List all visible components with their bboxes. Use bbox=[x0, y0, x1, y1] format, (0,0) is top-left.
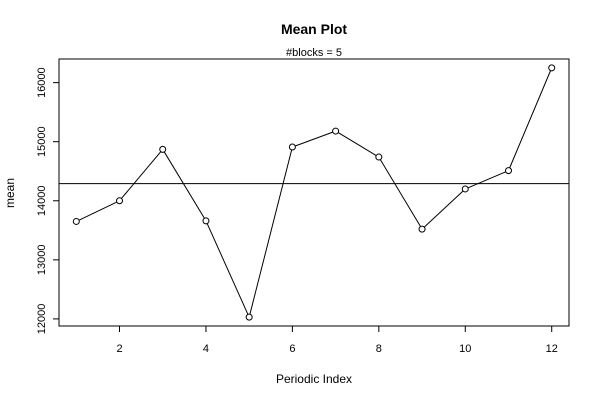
data-point bbox=[72, 217, 80, 225]
series-segment bbox=[163, 151, 205, 219]
y-tick-label: 16000 bbox=[36, 67, 48, 98]
y-tick-label: 15000 bbox=[36, 126, 48, 157]
series-segment bbox=[249, 149, 293, 315]
x-tick-label: 10 bbox=[459, 343, 471, 355]
y-tick-label: 13000 bbox=[36, 245, 48, 276]
data-point bbox=[375, 153, 383, 161]
x-tick-label: 12 bbox=[546, 343, 558, 355]
series-segment bbox=[295, 131, 333, 147]
x-tick-label: 2 bbox=[116, 343, 122, 355]
series-segment bbox=[467, 171, 506, 189]
series-segment bbox=[423, 190, 464, 228]
chart-title: Mean Plot bbox=[281, 21, 347, 37]
x-axis-label: Periodic Index bbox=[276, 372, 352, 386]
data-point bbox=[116, 197, 124, 205]
series-segment bbox=[121, 151, 162, 199]
series-segment bbox=[337, 132, 377, 156]
x-tick-label: 8 bbox=[376, 343, 382, 355]
chart-subtitle: #blocks = 5 bbox=[286, 47, 342, 59]
y-axis-label: mean bbox=[3, 178, 17, 208]
series-segment bbox=[206, 223, 249, 315]
series-segment bbox=[509, 70, 552, 169]
data-point bbox=[332, 127, 340, 135]
data-point bbox=[418, 225, 426, 233]
x-tick-label: 6 bbox=[289, 343, 295, 355]
y-tick-label: 12000 bbox=[36, 304, 48, 335]
data-point bbox=[245, 313, 253, 321]
x-tick-label: 4 bbox=[203, 343, 209, 355]
y-tick-label: 14000 bbox=[36, 185, 48, 216]
data-point bbox=[548, 64, 556, 72]
series-segment bbox=[379, 159, 421, 227]
series-segment bbox=[78, 201, 118, 221]
plot-frame bbox=[58, 58, 570, 327]
data-point bbox=[461, 185, 469, 193]
data-point bbox=[202, 217, 210, 225]
data-point bbox=[288, 143, 296, 151]
data-point bbox=[504, 167, 512, 175]
data-point bbox=[159, 145, 167, 153]
